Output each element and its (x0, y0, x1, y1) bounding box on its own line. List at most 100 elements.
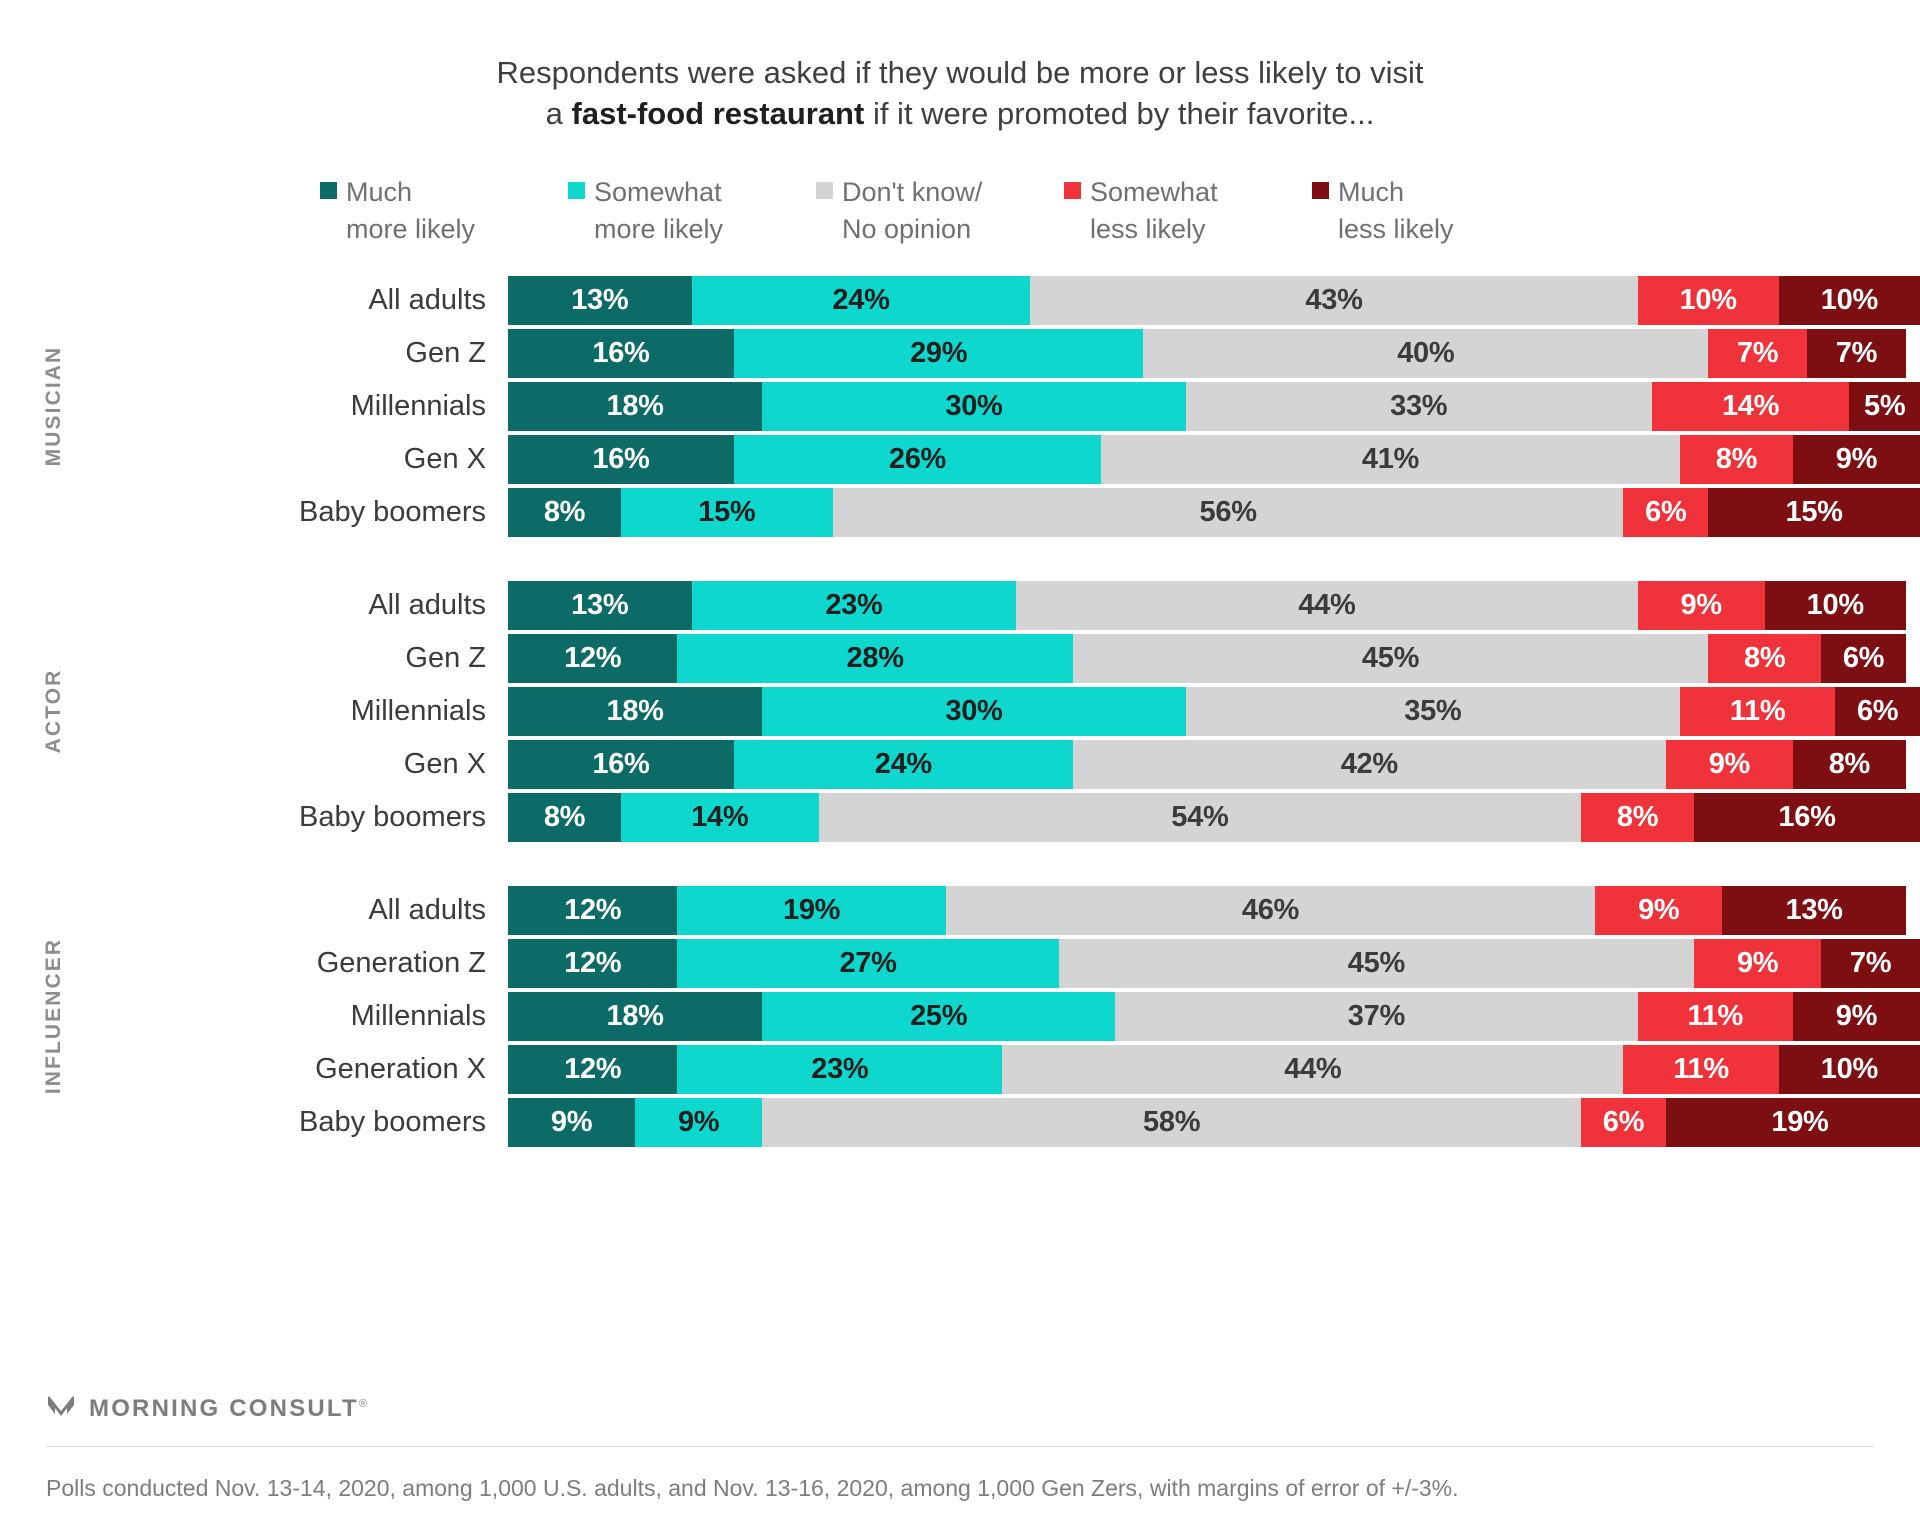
bar-segment-somewhat-less-likely[interactable]: 11% (1623, 1044, 1779, 1094)
bar-segment-somewhat-more-likely[interactable]: 23% (691, 580, 1017, 630)
bar-segment-much-less-likely[interactable]: 10% (1764, 580, 1906, 630)
stacked-bar: 18% 30% 35% 11% 6% (508, 686, 1920, 736)
bar-segment-somewhat-less-likely[interactable]: 9% (1665, 739, 1793, 789)
bar-segment-dont-know-no-opinion[interactable]: 37% (1115, 991, 1638, 1041)
stacked-bar: 12% 28% 45% 8% 6% (508, 633, 1920, 683)
bar-segment-somewhat-more-likely[interactable]: 9% (635, 1097, 763, 1147)
bar-segment-much-less-likely[interactable]: 6% (1821, 633, 1906, 683)
bar-segment-somewhat-more-likely[interactable]: 25% (762, 991, 1116, 1041)
bar-segment-somewhat-less-likely[interactable]: 7% (1708, 328, 1807, 378)
bar-segment-much-less-likely[interactable]: 10% (1778, 275, 1920, 325)
bar-segment-somewhat-more-likely[interactable]: 15% (620, 487, 833, 537)
bar-segment-much-more-likely[interactable]: 12% (508, 885, 678, 935)
legend-item-much-more-likely[interactable]: Much more likely (320, 174, 568, 247)
group-axis-label: MUSICIAN (0, 276, 108, 537)
bar-segment-dont-know-no-opinion[interactable]: 46% (945, 885, 1596, 935)
bar-segment-value: 44% (1298, 588, 1356, 621)
bar-segment-much-less-likely[interactable]: 16% (1694, 792, 1920, 842)
chart-title-line1: Respondents were asked if they would be … (496, 55, 1424, 90)
bar-segment-much-more-likely[interactable]: 18% (508, 991, 763, 1041)
bar-segment-value: 7% (1849, 946, 1892, 979)
brand-name-text: MORNING CONSULT (89, 1395, 359, 1422)
bar-segment-much-more-likely[interactable]: 16% (508, 328, 734, 378)
bar-segment-somewhat-more-likely[interactable]: 24% (733, 739, 1073, 789)
bar-segment-dont-know-no-opinion[interactable]: 33% (1185, 381, 1652, 431)
bar-segment-dont-know-no-opinion[interactable]: 45% (1072, 633, 1709, 683)
bar-segment-dont-know-no-opinion[interactable]: 35% (1185, 686, 1680, 736)
bar-segment-somewhat-more-likely[interactable]: 14% (620, 792, 819, 842)
legend-item-somewhat-more-likely[interactable]: Somewhat more likely (568, 174, 816, 247)
bar-segment-somewhat-more-likely[interactable]: 24% (691, 275, 1031, 325)
legend-item-dont-know-no-opinion[interactable]: Don't know/ No opinion (816, 174, 1064, 247)
bar-segment-somewhat-less-likely[interactable]: 10% (1637, 275, 1779, 325)
bar-segment-dont-know-no-opinion[interactable]: 41% (1101, 434, 1680, 484)
bar-segment-somewhat-more-likely[interactable]: 30% (762, 381, 1186, 431)
bar-segment-dont-know-no-opinion[interactable]: 44% (1016, 580, 1638, 630)
legend-label-somewhat-more-likely: Somewhat more likely (594, 177, 724, 245)
bar-segment-much-less-likely[interactable]: 10% (1778, 1044, 1920, 1094)
bar-segment-somewhat-less-likely[interactable]: 11% (1637, 991, 1793, 1041)
bar-segment-much-less-likely[interactable]: 15% (1708, 487, 1920, 537)
bar-segment-much-less-likely[interactable]: 13% (1722, 885, 1906, 935)
bar-segment-much-more-likely[interactable]: 18% (508, 381, 763, 431)
bar-segment-value: 26% (888, 442, 947, 475)
bar-segment-much-more-likely[interactable]: 9% (508, 1097, 636, 1147)
stacked-bar: 12% 23% 44% 11% 10% (508, 1044, 1920, 1094)
row-category-label: All adults (368, 588, 486, 621)
bar-segment-somewhat-less-likely[interactable]: 9% (1694, 938, 1822, 988)
bar-segment-somewhat-less-likely[interactable]: 8% (1679, 434, 1793, 484)
bar-segment-somewhat-less-likely[interactable]: 11% (1679, 686, 1836, 736)
bar-segment-value: 9% (1680, 588, 1722, 621)
bar-segment-somewhat-more-likely[interactable]: 27% (677, 938, 1059, 988)
bar-segment-much-less-likely[interactable]: 9% (1792, 434, 1920, 484)
bar-segment-dont-know-no-opinion[interactable]: 40% (1143, 328, 1709, 378)
bar-segment-somewhat-less-likely[interactable]: 8% (1708, 633, 1822, 683)
bar-segment-much-more-likely[interactable]: 8% (508, 487, 621, 537)
bar-segment-much-more-likely[interactable]: 13% (508, 580, 692, 630)
bar-segment-somewhat-more-likely[interactable]: 28% (677, 633, 1073, 683)
bar-segment-somewhat-more-likely[interactable]: 26% (733, 434, 1102, 484)
bar-segment-somewhat-less-likely[interactable]: 6% (1623, 487, 1709, 537)
bar-segment-dont-know-no-opinion[interactable]: 58% (762, 1097, 1582, 1147)
bar-segment-dont-know-no-opinion[interactable]: 56% (832, 487, 1624, 537)
bar-segment-dont-know-no-opinion[interactable]: 44% (1002, 1044, 1624, 1094)
bar-segment-dont-know-no-opinion[interactable]: 54% (818, 792, 1582, 842)
bar-segment-somewhat-less-likely[interactable]: 8% (1581, 792, 1695, 842)
bar-segment-much-more-likely[interactable]: 16% (508, 434, 734, 484)
bar-segment-much-more-likely[interactable]: 12% (508, 633, 678, 683)
bar-segment-somewhat-more-likely[interactable]: 19% (677, 885, 946, 935)
bar-segment-value: 7% (1736, 336, 1779, 369)
bar-segment-much-less-likely[interactable]: 6% (1835, 686, 1920, 736)
bar-segment-dont-know-no-opinion[interactable]: 45% (1058, 938, 1695, 988)
bar-segment-much-more-likely[interactable]: 13% (508, 275, 692, 325)
bar-segment-much-less-likely[interactable]: 5% (1849, 381, 1920, 431)
bar-segment-dont-know-no-opinion[interactable]: 43% (1030, 275, 1638, 325)
bar-segment-much-less-likely[interactable]: 7% (1821, 938, 1920, 988)
group-axis-label-text: ACTOR (42, 668, 65, 754)
bar-segment-somewhat-less-likely[interactable]: 6% (1581, 1097, 1666, 1147)
bar-segment-somewhat-more-likely[interactable]: 23% (677, 1044, 1003, 1094)
bar-segment-somewhat-less-likely[interactable]: 9% (1637, 580, 1765, 630)
bar-segment-value: 6% (1645, 495, 1687, 528)
group-axis-label: INFLUENCER (0, 886, 108, 1147)
bar-segment-somewhat-less-likely[interactable]: 9% (1595, 885, 1723, 935)
stacked-bar: 12% 27% 45% 9% 7% (508, 938, 1920, 988)
group-axis-label-text: MUSICIAN (42, 346, 65, 467)
bar-segment-dont-know-no-opinion[interactable]: 42% (1072, 739, 1666, 789)
bar-segment-somewhat-less-likely[interactable]: 14% (1651, 381, 1850, 431)
bar-segment-much-less-likely[interactable]: 19% (1665, 1097, 1920, 1147)
bar-segment-value: 25% (910, 999, 968, 1032)
bar-segment-much-more-likely[interactable]: 18% (508, 686, 763, 736)
bar-segment-much-less-likely[interactable]: 9% (1792, 991, 1920, 1041)
bar-segment-somewhat-more-likely[interactable]: 30% (762, 686, 1186, 736)
legend-item-much-less-likely[interactable]: Much less likely (1312, 174, 1560, 247)
bar-segment-somewhat-more-likely[interactable]: 29% (733, 328, 1144, 378)
bar-segment-much-more-likely[interactable]: 12% (508, 1044, 678, 1094)
legend-item-somewhat-less-likely[interactable]: Somewhat less likely (1064, 174, 1312, 247)
bar-segment-value: 13% (571, 283, 629, 316)
bar-segment-much-more-likely[interactable]: 12% (508, 938, 678, 988)
bar-segment-much-more-likely[interactable]: 16% (508, 739, 734, 789)
bar-segment-much-less-likely[interactable]: 8% (1792, 739, 1906, 789)
bar-segment-much-less-likely[interactable]: 7% (1807, 328, 1906, 378)
bar-segment-much-more-likely[interactable]: 8% (508, 792, 621, 842)
